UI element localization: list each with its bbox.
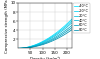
80°C: [57, 38, 58, 39]
Line: 20°C: 20°C: [18, 23, 72, 48]
Line: 40°C: 40°C: [18, 25, 72, 48]
Line: -40°C: -40°C: [18, 19, 72, 48]
-20°C: [57, 33, 58, 34]
20°C: [35, 45, 36, 46]
20°C: [17, 48, 19, 49]
40°C: [71, 25, 73, 26]
80°C: [35, 46, 36, 47]
60°C: [56, 37, 58, 38]
20°C: [71, 22, 73, 23]
20°C: [56, 34, 58, 35]
-40°C: [24, 47, 25, 48]
40°C: [17, 48, 19, 49]
60°C: [71, 27, 73, 28]
-40°C: [56, 32, 58, 33]
60°C: [17, 48, 19, 49]
80°C: [71, 29, 73, 30]
60°C: [57, 37, 58, 38]
-20°C: [56, 33, 58, 34]
-20°C: [24, 47, 25, 48]
-20°C: [71, 20, 73, 21]
-40°C: [17, 48, 19, 49]
80°C: [17, 48, 19, 49]
20°C: [57, 34, 58, 35]
-20°C: [39, 43, 40, 44]
80°C: [39, 45, 40, 46]
80°C: [56, 38, 58, 39]
Legend: -40°C, -20°C, 20°C, 40°C, 60°C, 80°C: -40°C, -20°C, 20°C, 40°C, 60°C, 80°C: [73, 3, 90, 33]
-20°C: [17, 48, 19, 49]
Line: 60°C: 60°C: [18, 27, 72, 48]
-40°C: [35, 44, 36, 45]
20°C: [51, 37, 53, 38]
-20°C: [51, 36, 53, 37]
Line: -20°C: -20°C: [18, 21, 72, 48]
Line: 80°C: 80°C: [18, 30, 72, 48]
40°C: [35, 45, 36, 46]
40°C: [56, 36, 58, 37]
Y-axis label: Compressive strength (MPa): Compressive strength (MPa): [5, 0, 9, 53]
40°C: [39, 44, 40, 45]
X-axis label: Density (kg/m³): Density (kg/m³): [30, 57, 60, 59]
